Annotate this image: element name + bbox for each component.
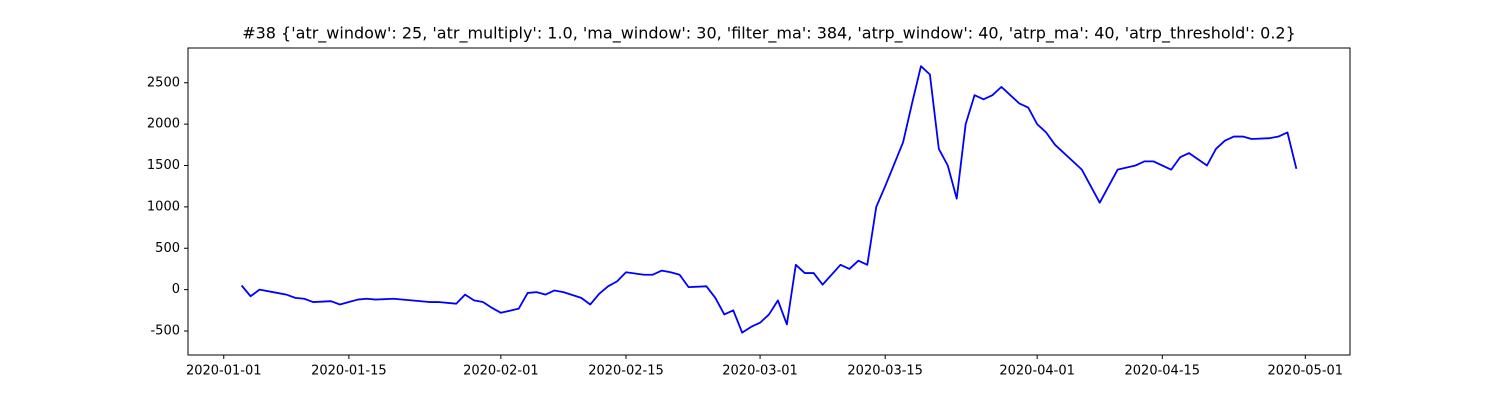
y-tick-label: 2500 (147, 75, 180, 90)
x-tick-label: 2020-02-15 (588, 364, 664, 379)
y-tick-label: -500 (150, 324, 180, 339)
x-tick-label: 2020-04-01 (999, 364, 1075, 379)
y-tick-label: 1000 (147, 199, 180, 214)
x-tick-label: 2020-04-15 (1125, 364, 1201, 379)
chart-title: #38 {'atr_window': 25, 'atr_multiply': 1… (242, 24, 1296, 44)
x-tick-label: 2020-02-01 (463, 364, 539, 379)
x-tick-label: 2020-03-01 (722, 364, 798, 379)
plot-frame (187, 47, 1351, 356)
y-tick-label: 500 (155, 241, 180, 256)
y-tick-label: 0 (172, 282, 180, 297)
line-series (240, 65, 1298, 334)
x-tick-label: 2020-03-15 (847, 364, 923, 379)
x-tick-label: 2020-01-15 (311, 364, 387, 379)
x-tick-label: 2020-05-01 (1268, 364, 1344, 379)
x-tick-label: 2020-01-01 (186, 364, 262, 379)
y-tick-label: 2000 (147, 117, 180, 132)
y-tick-label: 1500 (147, 158, 180, 173)
